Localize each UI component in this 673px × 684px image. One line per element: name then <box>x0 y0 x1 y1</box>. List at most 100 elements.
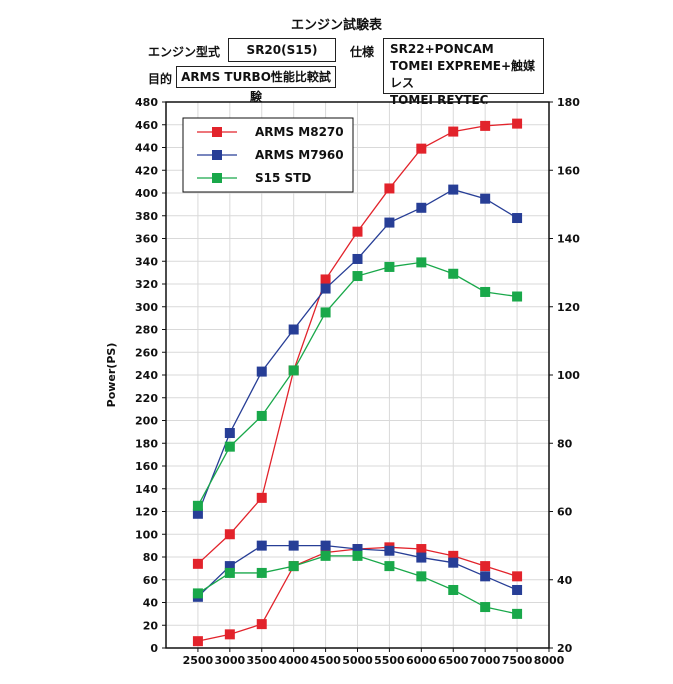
chart-series <box>192 118 523 647</box>
y2-tick-label: 140 <box>557 233 580 246</box>
data-point <box>416 571 427 582</box>
y2-tick-label: 120 <box>557 301 580 314</box>
legend-label: ARMS M8270 <box>255 125 344 139</box>
data-point <box>352 271 363 282</box>
x-tick-label: 7500 <box>502 654 533 667</box>
data-point <box>352 226 363 237</box>
purpose-value: ARMS TURBO性能比較試験 <box>176 66 336 104</box>
x-tick-label: 5000 <box>342 654 373 667</box>
data-point <box>480 286 491 297</box>
y-tick-label: 120 <box>135 506 158 519</box>
data-point <box>288 365 299 376</box>
data-point <box>320 550 331 561</box>
engine-type-value: SR20(S15) <box>228 38 336 62</box>
y2-tick-label: 20 <box>557 642 573 655</box>
y-tick-label: 480 <box>135 96 158 109</box>
data-point <box>512 118 523 129</box>
legend-marker <box>212 127 222 137</box>
y-tick-label: 360 <box>135 233 158 246</box>
y-tick-label: 0 <box>150 642 158 655</box>
y-tick-label: 60 <box>143 574 159 587</box>
data-point <box>192 636 203 647</box>
data-point <box>288 561 299 572</box>
data-point <box>256 492 267 503</box>
data-point <box>288 540 299 551</box>
data-point <box>352 550 363 561</box>
x-tick-label: 6000 <box>406 654 437 667</box>
engine-type-text: SR20(S15) <box>246 43 318 57</box>
data-point <box>256 540 267 551</box>
y-tick-label: 80 <box>143 551 159 564</box>
purpose-text: ARMS TURBO性能比較試験 <box>181 70 331 104</box>
data-point <box>416 552 427 563</box>
data-point <box>224 529 235 540</box>
data-point <box>256 619 267 630</box>
y-tick-label: 220 <box>135 392 158 405</box>
engine-type-label: エンジン型式 <box>148 45 221 59</box>
y-tick-label: 440 <box>135 142 158 155</box>
data-point <box>480 561 491 572</box>
data-point <box>384 261 395 272</box>
chart-ticks: 0 20 40 60 80 100 120 140 160 180 200 220 240 260 280 3… <box>135 96 580 667</box>
data-point <box>224 567 235 578</box>
data-point <box>224 561 235 572</box>
data-point <box>416 544 427 555</box>
y2-tick-label: 160 <box>557 164 580 177</box>
data-point <box>192 500 203 511</box>
data-point <box>416 143 427 154</box>
y2-tick-label: 60 <box>557 506 573 519</box>
legend-label: S15 STD <box>255 171 311 185</box>
y-tick-label: 180 <box>135 437 158 450</box>
y-tick-label: 380 <box>135 210 158 223</box>
data-point <box>512 213 523 224</box>
data-point <box>320 307 331 318</box>
legend-label: ARMS M7960 <box>255 148 344 162</box>
data-point <box>352 253 363 264</box>
data-point <box>384 183 395 194</box>
data-point <box>256 410 267 421</box>
legend-marker <box>212 150 222 160</box>
data-point <box>480 571 491 582</box>
y-tick-label: 140 <box>135 483 158 496</box>
y-tick-label: 460 <box>135 119 158 132</box>
y-tick-label: 40 <box>143 597 159 610</box>
spec-line-2: TOMEI EXPREME+触媒レス <box>390 59 536 90</box>
y-tick-label: 320 <box>135 278 158 291</box>
data-point <box>192 558 203 569</box>
chart-legend: ARMS M8270 ARMS M7960 S15 STD <box>182 117 354 193</box>
spec-label: 仕様 <box>350 45 375 59</box>
page-title: エンジン試験表 <box>290 18 382 33</box>
x-tick-label: 6500 <box>438 654 469 667</box>
x-tick-label: 4000 <box>278 654 309 667</box>
data-point <box>448 557 459 568</box>
legend-marker <box>212 173 222 183</box>
y-tick-label: 280 <box>135 324 158 337</box>
x-tick-label: 5500 <box>374 654 405 667</box>
y-tick-label: 20 <box>143 619 159 632</box>
data-point <box>512 608 523 619</box>
y-tick-label: 340 <box>135 255 158 268</box>
y-tick-label: 400 <box>135 187 158 200</box>
data-point <box>480 602 491 613</box>
y-tick-label: 240 <box>135 369 158 382</box>
data-point <box>256 567 267 578</box>
data-point <box>352 544 363 555</box>
x-tick-label: 4500 <box>310 654 341 667</box>
y-tick-label: 300 <box>135 301 158 314</box>
spec-line-1: SR22+PONCAM <box>390 42 494 56</box>
data-point <box>448 584 459 595</box>
y-tick-label: 420 <box>135 164 158 177</box>
data-point <box>320 274 331 285</box>
data-point <box>192 588 203 599</box>
y2-tick-label: 180 <box>557 96 580 109</box>
y2-tick-label: 80 <box>557 437 573 450</box>
y-axis-label: Power(PS) <box>105 343 118 408</box>
x-tick-label: 2500 <box>183 654 214 667</box>
data-point <box>448 268 459 279</box>
data-point <box>320 540 331 551</box>
data-point <box>416 202 427 213</box>
data-point <box>448 550 459 561</box>
spec-line-3: TOMEI REYTEC <box>390 93 489 107</box>
data-point <box>320 283 331 294</box>
data-point <box>448 126 459 137</box>
